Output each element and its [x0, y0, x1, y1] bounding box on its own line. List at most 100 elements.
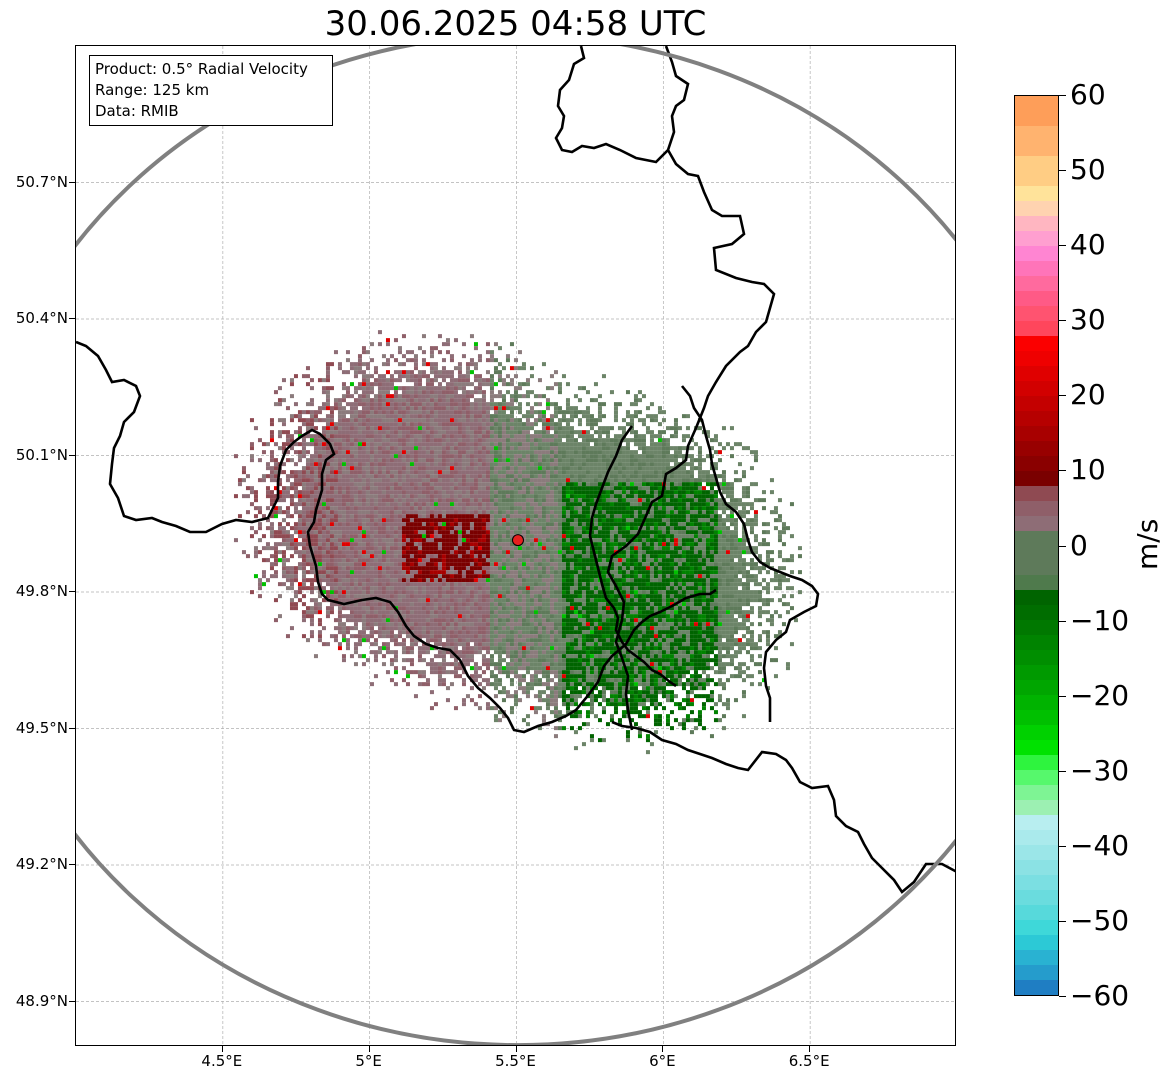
echo-cell — [713, 482, 718, 487]
echo-cell — [473, 562, 478, 567]
echo-cell — [325, 522, 330, 527]
echo-cell — [701, 546, 706, 551]
echo-cell — [373, 498, 378, 503]
echo-cell — [525, 546, 530, 551]
echo-cell — [537, 558, 542, 563]
echo-cell — [437, 370, 442, 375]
echo-cell — [333, 458, 338, 463]
echo-cell — [649, 510, 654, 515]
echo-cell — [621, 482, 626, 487]
echo-cell — [397, 446, 402, 451]
echo-cell — [377, 386, 382, 391]
echo-cell — [413, 374, 418, 379]
echo-cell — [505, 506, 510, 511]
echo-cell — [633, 506, 638, 511]
echo-cell — [685, 490, 690, 495]
echo-cell — [681, 470, 686, 475]
echo-cell — [445, 474, 450, 479]
echo-cell — [745, 546, 750, 551]
echo-cell — [429, 518, 434, 523]
echo-cell — [689, 494, 694, 499]
echo-cell — [473, 498, 478, 503]
echo-cell — [333, 422, 338, 427]
echo-cell — [489, 402, 494, 407]
echo-cell — [573, 486, 578, 491]
echo-cell — [313, 426, 318, 431]
echo-cell — [253, 554, 258, 559]
echo-cell — [597, 538, 602, 543]
echo-cell — [665, 522, 670, 527]
echo-cell — [333, 402, 338, 407]
echo-cell — [737, 502, 742, 507]
echo-cell — [357, 410, 362, 415]
echo-cell — [661, 466, 666, 471]
echo-cell — [557, 494, 562, 499]
echo-cell — [609, 518, 614, 523]
echo-cell — [393, 530, 398, 535]
echo-cell — [469, 498, 474, 503]
echo-cell — [605, 522, 610, 527]
echo-cell — [337, 502, 342, 507]
echo-cell — [257, 550, 262, 555]
echo-cell — [465, 566, 470, 571]
echo-cell — [621, 498, 626, 503]
echo-cell — [637, 546, 642, 551]
echo-cell — [329, 466, 334, 471]
echo-cell — [409, 394, 414, 399]
echo-cell — [437, 382, 442, 387]
echo-cell — [341, 534, 346, 539]
echo-cell — [501, 474, 506, 479]
echo-cell — [281, 558, 286, 563]
echo-cell — [581, 562, 586, 567]
echo-cell — [429, 482, 434, 487]
echo-cell — [313, 490, 318, 495]
echo-cell — [629, 530, 634, 535]
echo-cell — [545, 482, 550, 487]
echo-cell — [433, 446, 438, 451]
echo-cell — [653, 526, 658, 531]
echo-cell — [565, 538, 570, 543]
echo-cell — [281, 486, 286, 491]
echo-cell — [577, 510, 582, 515]
echo-cell — [373, 454, 378, 459]
echo-cell — [385, 410, 390, 415]
echo-cell — [369, 526, 374, 531]
echo-cell — [577, 398, 582, 403]
echo-cell — [441, 462, 446, 467]
echo-cell — [369, 406, 374, 411]
echo-cell — [353, 530, 358, 535]
echo-cell — [389, 502, 394, 507]
echo-cell — [425, 398, 430, 403]
echo-cell — [337, 414, 342, 419]
echo-cell — [697, 518, 702, 523]
echo-cell — [581, 542, 586, 547]
echo-cell — [457, 442, 462, 447]
echo-cell — [617, 566, 622, 571]
echo-cell — [589, 494, 594, 499]
echo-cell — [453, 378, 458, 383]
echo-cell — [433, 530, 438, 535]
echo-cell — [369, 542, 374, 547]
echo-cell — [557, 478, 562, 483]
echo-cell — [509, 542, 514, 547]
echo-cell — [241, 494, 246, 499]
echo-cell — [401, 514, 406, 519]
echo-cell — [281, 538, 286, 543]
echo-cell — [337, 406, 342, 411]
echo-cell — [361, 526, 366, 531]
echo-cell — [657, 462, 662, 467]
echo-cell — [561, 502, 566, 507]
echo-cell — [665, 474, 670, 479]
echo-cell — [313, 482, 318, 487]
echo-cell — [465, 518, 470, 523]
echo-cell — [337, 558, 342, 563]
echo-cell — [513, 522, 518, 527]
echo-cell — [573, 514, 578, 519]
echo-cell — [417, 510, 422, 515]
echo-cell — [561, 426, 566, 431]
echo-cell — [761, 498, 766, 503]
echo-cell — [353, 526, 358, 531]
echo-cell — [397, 462, 402, 467]
echo-cell — [373, 434, 378, 439]
echo-cell — [609, 522, 614, 527]
